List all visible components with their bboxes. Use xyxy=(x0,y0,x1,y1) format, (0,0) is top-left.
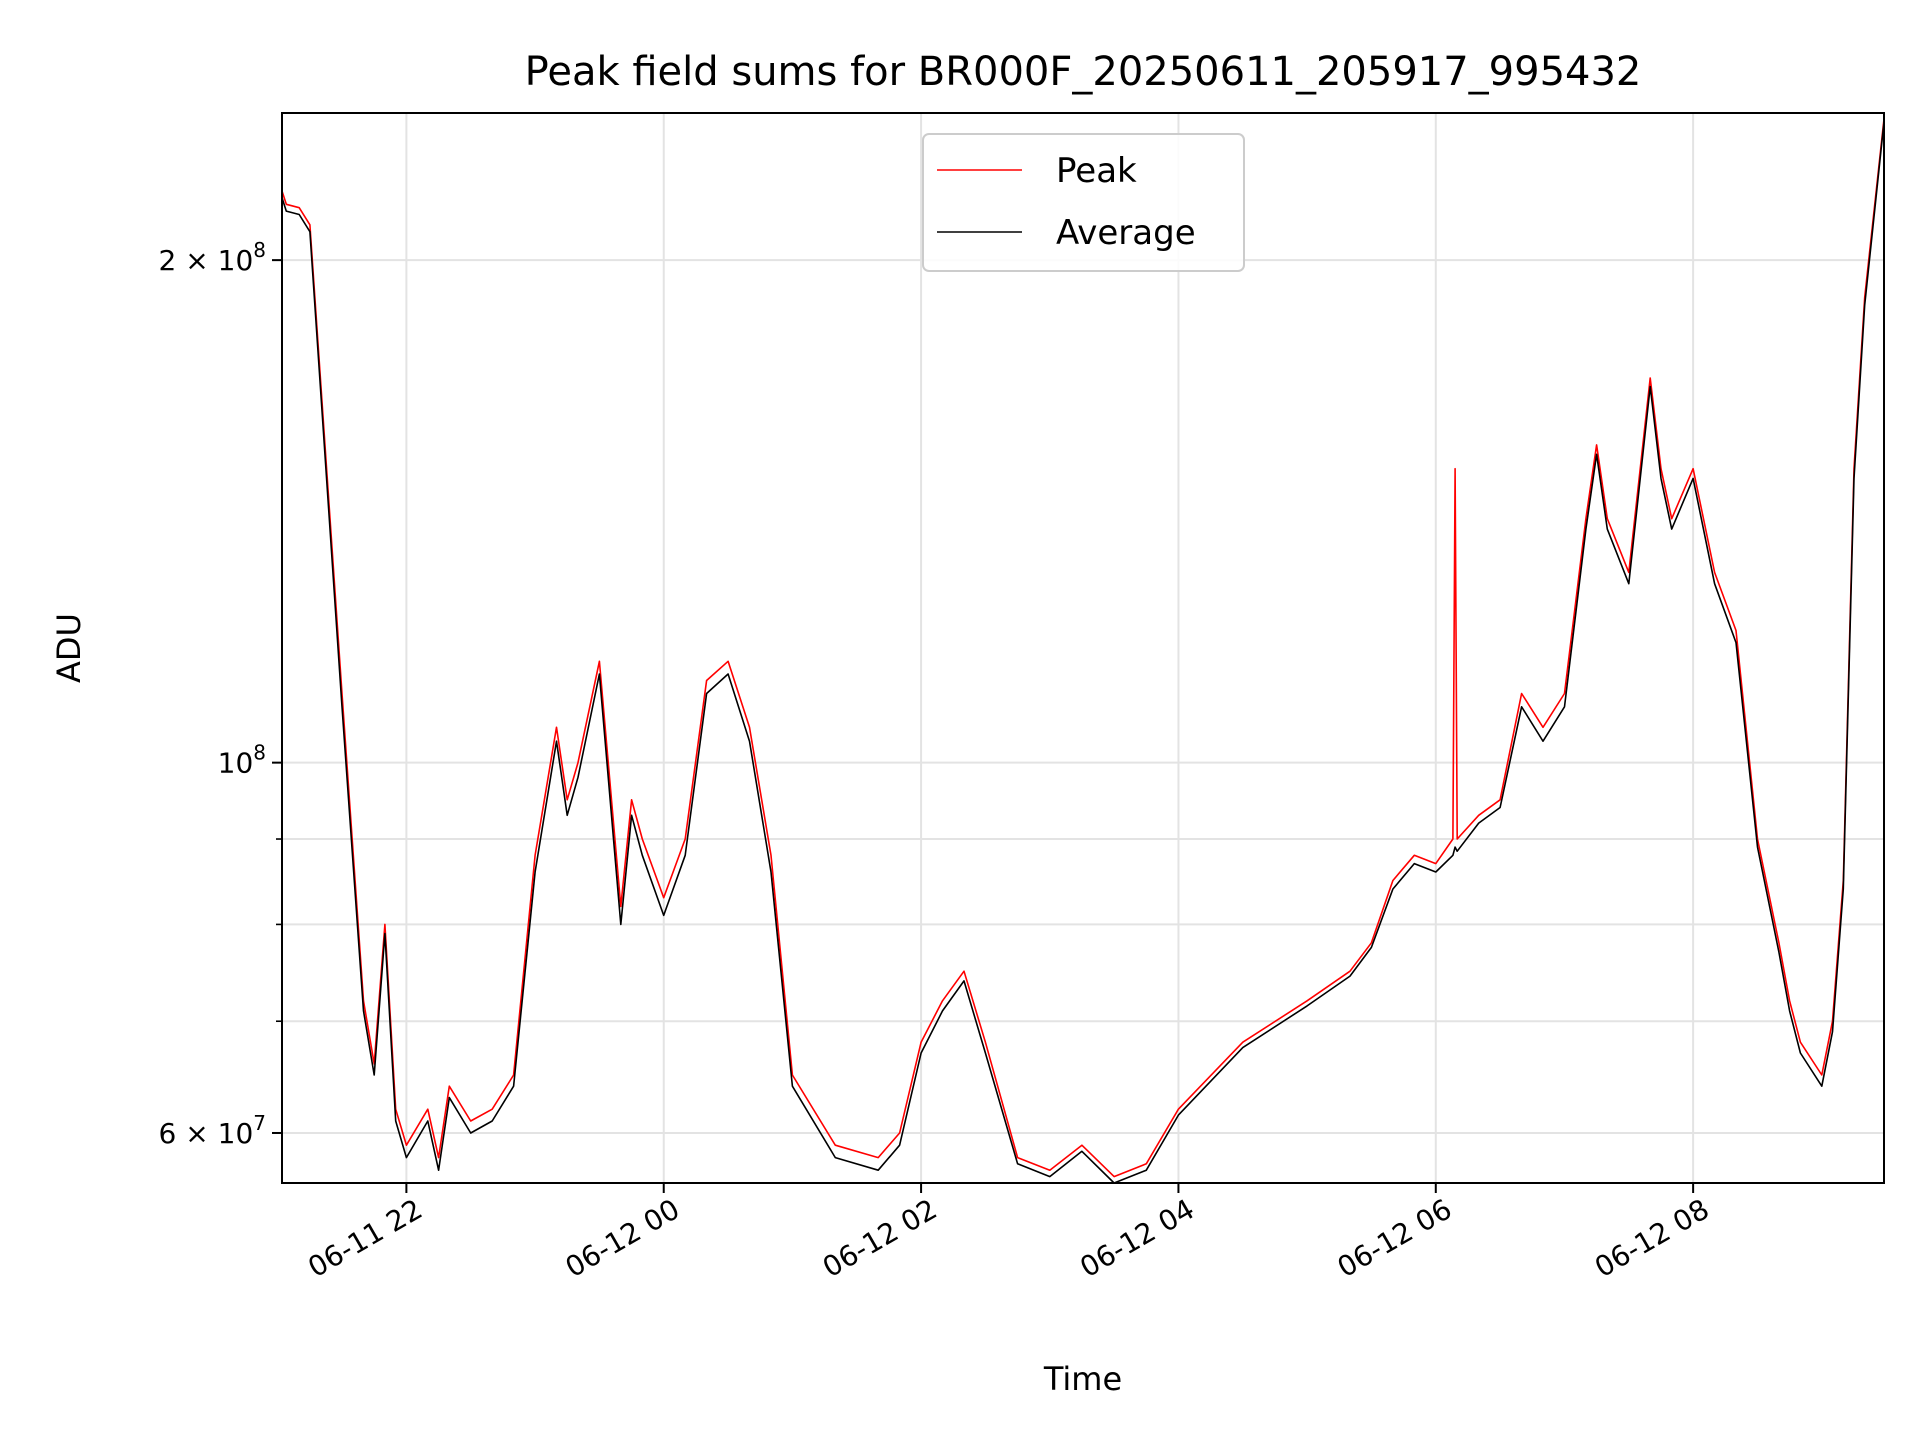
series-line-average xyxy=(281,121,1885,1184)
legend: Peak Average xyxy=(922,133,1245,272)
legend-label-average: Average xyxy=(1056,213,1196,253)
y-axis-title: ADU xyxy=(50,613,88,683)
y-tick-label: 2 × 108 xyxy=(159,238,266,277)
plot-frame xyxy=(281,112,1885,1184)
y-tick-label: 108 xyxy=(218,741,266,780)
y-tick-label: 6 × 107 xyxy=(159,1111,266,1150)
chart-title: Peak field sums for BR000F_20250611_2059… xyxy=(525,49,1642,95)
series-layer xyxy=(281,118,1885,1184)
y-axis: 6 × 107 108 2 × 108 xyxy=(159,238,282,1150)
series-line-peak xyxy=(281,118,1885,1178)
legend-box xyxy=(922,133,1245,272)
x-axis-title: Time xyxy=(1043,1360,1122,1398)
legend-label-peak: Peak xyxy=(1056,151,1137,191)
